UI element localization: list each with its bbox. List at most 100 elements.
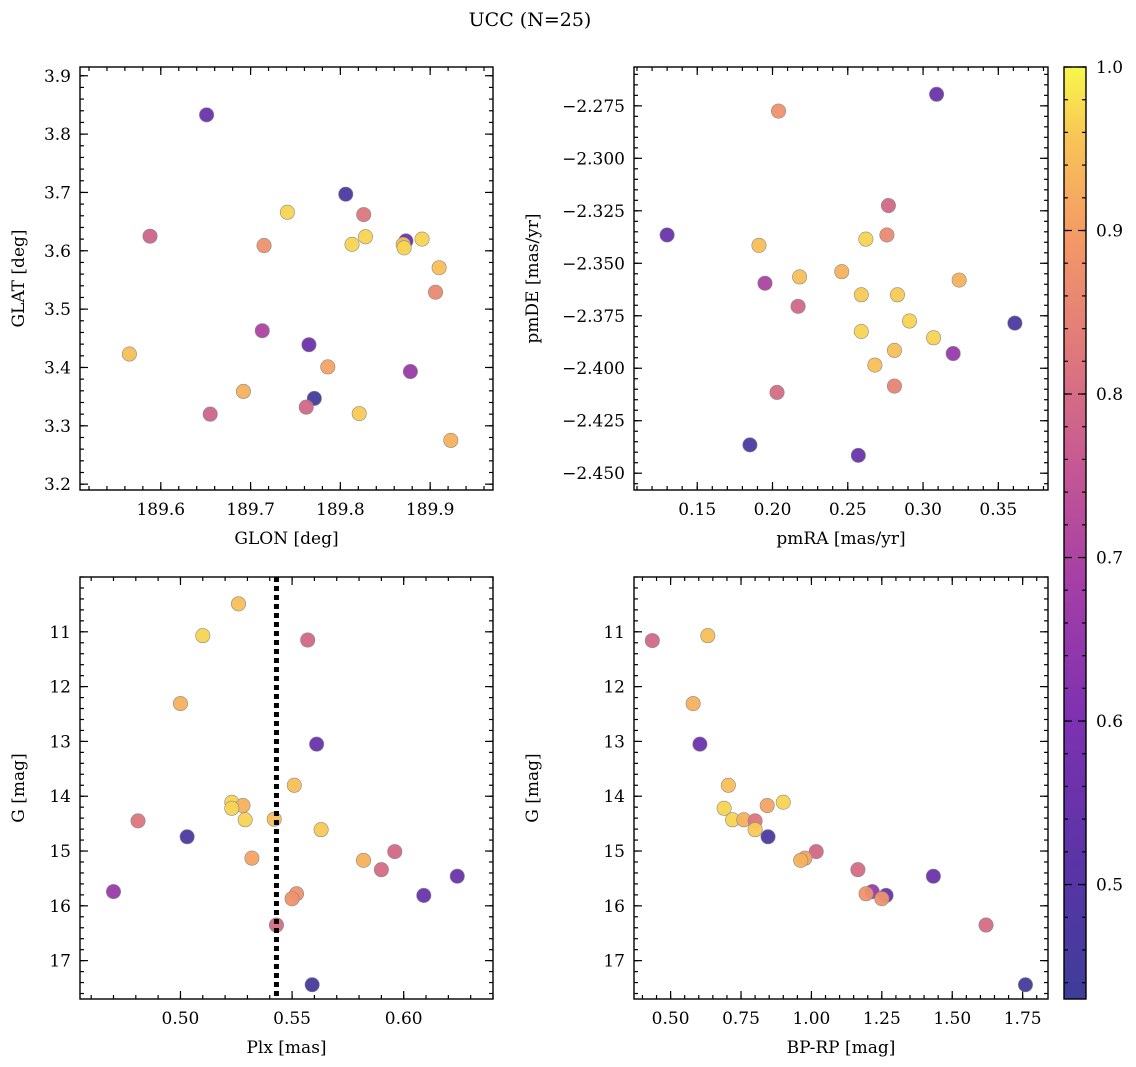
x-tick-label: 0.55 <box>273 1009 311 1029</box>
x-tick-label: 189.8 <box>316 500 365 520</box>
y-tick-label: 13 <box>603 732 625 752</box>
colorbar-tick-label: 1.0 <box>1096 58 1123 78</box>
y-axis-label: pmDE [mas/yr] <box>523 213 543 343</box>
y-tick-label: −2.275 <box>562 97 625 117</box>
scatter-point <box>313 822 329 838</box>
scatter-point <box>301 337 317 353</box>
colorbar-tick-label: 0.5 <box>1096 876 1123 896</box>
scatter-point <box>179 829 195 845</box>
scatter-point <box>867 357 883 373</box>
scatter-point <box>224 800 240 816</box>
x-tick-label: 1.50 <box>933 1009 971 1029</box>
scatter-point <box>320 359 336 375</box>
scatter-point <box>850 862 866 878</box>
axes-frame <box>79 66 494 491</box>
scatter-point <box>685 696 701 712</box>
colorbar-tick-label: 0.9 <box>1096 222 1123 242</box>
x-tick-label: 0.50 <box>652 1009 690 1029</box>
y-tick-label: 3.5 <box>44 300 71 320</box>
scatter-point <box>358 229 374 245</box>
scatter-point <box>929 86 945 102</box>
scatter-point <box>172 696 188 712</box>
x-axis-label: BP-RP [mag] <box>787 1038 896 1058</box>
y-tick-label: 15 <box>49 842 71 862</box>
scatter-point <box>284 891 300 907</box>
y-tick-label: 3.6 <box>44 242 71 262</box>
scatter-point <box>373 862 389 878</box>
scatter-panel-2: 0.15 0.20 0.25 0.30 0.35 −2.450 −2.425 −2.400 −2… <box>523 66 1049 549</box>
y-tick-label: 3.7 <box>44 183 71 203</box>
scatter-point <box>1017 977 1033 993</box>
x-tick-label: 1.00 <box>792 1009 830 1029</box>
y-tick-label: 3.9 <box>44 67 71 87</box>
y-axis-label: G [mag] <box>523 753 543 822</box>
y-tick-label: 12 <box>49 678 71 698</box>
y-tick-label: 12 <box>603 678 625 698</box>
scatter-panel-4: 0.50 0.75 1.00 1.25 1.50 1.75 11 12 13 14 15 16 17 BP… <box>523 576 1049 1058</box>
scatter-point <box>771 103 787 119</box>
scatter-point <box>759 798 775 814</box>
x-tick-label: 0.20 <box>754 500 792 520</box>
scatter-point <box>769 384 785 400</box>
scatter-point <box>351 406 367 422</box>
scatter-point <box>300 632 316 648</box>
y-tick-label: 14 <box>49 787 71 807</box>
scatter-point <box>716 800 732 816</box>
scatter-point <box>700 628 716 644</box>
scatter-point <box>1007 315 1023 331</box>
colorbar-gradient <box>1064 67 1086 999</box>
y-tick-label: −2.300 <box>562 149 625 169</box>
scatter-point <box>356 207 372 223</box>
scatter-point <box>742 437 758 453</box>
x-tick-label: 0.30 <box>904 500 942 520</box>
y-tick-label: 3.4 <box>44 358 71 378</box>
scatter-point <box>978 917 994 933</box>
scatter-point <box>254 323 270 339</box>
y-tick-label: 17 <box>49 952 71 972</box>
x-axis-label: Plx [mas] <box>246 1038 326 1058</box>
scatter-point <box>244 850 260 866</box>
scatter-point <box>396 240 412 256</box>
scatter-point <box>747 822 763 838</box>
scatter-point <box>338 186 354 202</box>
colorbar-tick-label: 0.7 <box>1096 549 1123 569</box>
scatter-point <box>879 227 895 243</box>
scatter-point <box>874 891 890 907</box>
x-tick-label: 189.6 <box>136 500 185 520</box>
y-tick-label: 17 <box>603 952 625 972</box>
scatter-point <box>279 204 295 220</box>
x-tick-label: 1.25 <box>863 1009 901 1029</box>
y-tick-label: −2.375 <box>562 307 625 327</box>
scatter-point <box>344 236 360 252</box>
scatter-point <box>443 432 459 448</box>
y-tick-label: 14 <box>603 787 625 807</box>
points-layer <box>105 596 465 993</box>
scatter-point <box>850 447 866 463</box>
scatter-point <box>853 324 869 340</box>
scatter-point <box>790 298 806 314</box>
scatter-point <box>775 794 791 810</box>
x-tick-label: 0.75 <box>722 1009 760 1029</box>
points-layer <box>121 107 459 448</box>
scatter-point <box>402 364 418 380</box>
scatter-point <box>760 829 776 845</box>
x-tick-label: 189.7 <box>226 500 275 520</box>
scatter-point <box>231 596 247 612</box>
scatter-point <box>142 228 158 244</box>
colorbar-ticks: 0.5 0.6 0.7 0.8 0.9 1.0 <box>1064 58 1123 984</box>
scatter-point <box>880 198 896 214</box>
colorbar-tick-label: 0.6 <box>1096 712 1123 732</box>
x-axis-label: pmRA [mas/yr] <box>776 529 905 549</box>
y-tick-label: −2.400 <box>562 359 625 379</box>
scatter-point <box>449 868 465 884</box>
scatter-point <box>659 227 675 243</box>
colorbar: 0.5 0.6 0.7 0.8 0.9 1.0 <box>1063 58 1123 1000</box>
scatter-point <box>793 852 809 868</box>
scatter-point <box>199 107 215 123</box>
y-tick-label: −2.350 <box>562 254 625 274</box>
y-tick-label: 3.3 <box>44 417 71 437</box>
scatter-point <box>105 884 121 900</box>
scatter-panel-1: 189.6 189.7 189.8 189.9 3.2 3.3 3.4 3.5 3.6 3.7 3.… <box>9 66 494 549</box>
x-axis-label: GLON [deg] <box>234 529 338 549</box>
